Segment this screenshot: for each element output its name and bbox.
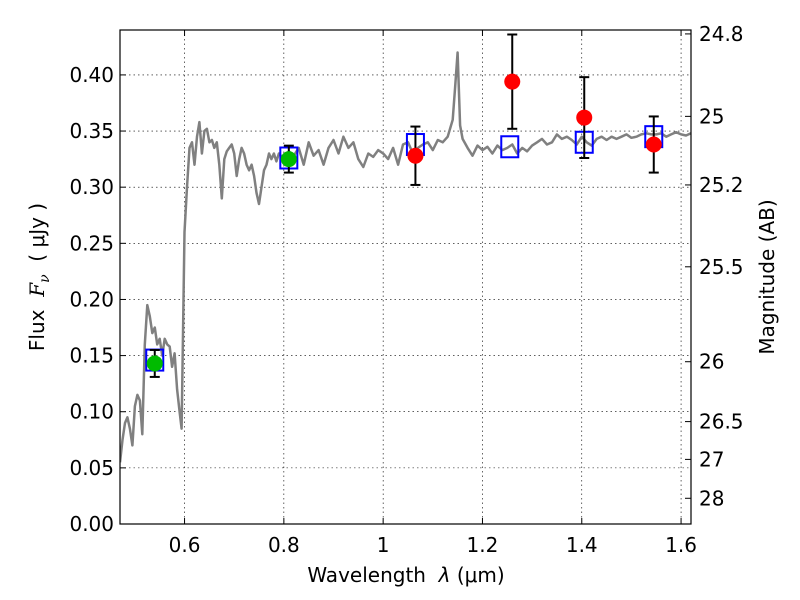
photometry-point	[576, 109, 593, 126]
photometry-point	[280, 151, 297, 168]
grid	[120, 30, 691, 525]
y-axis-title: Flux Fν ( μJy )	[25, 203, 53, 351]
photometry-point	[504, 73, 521, 90]
x-tick-label: 1	[377, 533, 390, 557]
y-tick-label: 0.40	[69, 63, 114, 87]
spectrum-layer	[120, 51, 691, 463]
x-tick-label: 0.6	[169, 533, 201, 557]
x-tick-label: 1.2	[467, 533, 499, 557]
y-tick-label: 0.10	[69, 400, 114, 424]
photometry-point	[407, 147, 424, 164]
tick-layer: 0.6 0.8 1 1.2 1.4 1.6 0.00 0.05 0.10 0.15 0.20 0.25…	[69, 22, 743, 557]
marker-layer	[145, 33, 664, 378]
y-tick-label: 0.35	[69, 119, 114, 143]
plot-frame	[119, 29, 692, 525]
x-tick-label: 1.4	[566, 533, 598, 557]
y-axis-title-suffix: ( μJy )	[25, 203, 49, 275]
x-axis-title-symbol: λ	[438, 563, 451, 587]
magnitude-tick-label: 26.5	[699, 410, 744, 434]
x-axis-title-suffix: (μm)	[451, 563, 505, 587]
magnitude-tick-label: 28	[699, 486, 724, 510]
y-axis-title-prefix: Flux	[25, 297, 49, 351]
photometry-point	[645, 136, 662, 153]
x-axis-title-prefix: Wavelength	[307, 563, 438, 587]
y-tick-label: 0.20	[69, 287, 114, 311]
spectrum-line	[120, 51, 691, 463]
photometry-point	[146, 355, 163, 372]
y-tick-label: 0.25	[69, 231, 114, 255]
magnitude-tick-label: 27	[699, 447, 724, 471]
magnitude-tick-label: 26	[699, 350, 724, 374]
magnitude-tick-label: 25.5	[699, 255, 744, 279]
x-axis-title: Wavelength λ (μm)	[307, 563, 504, 587]
y-tick-label: 0.15	[69, 344, 114, 368]
y-tick-label: 0.30	[69, 175, 114, 199]
y-axis-title-symbol: F	[25, 282, 49, 298]
x-tick-label: 0.8	[268, 533, 300, 557]
magnitude-tick-label: 24.8	[699, 22, 744, 46]
y-tick-label: 0.00	[69, 512, 114, 536]
y-axis-title-subscript: ν	[37, 274, 53, 283]
magnitude-tick-label: 25.2	[699, 173, 744, 197]
model-flux-box	[500, 135, 520, 159]
right-axis-title: Magnitude (AB)	[755, 199, 779, 354]
x-tick-label: 1.6	[665, 533, 697, 557]
magnitude-tick-label: 25	[699, 104, 724, 128]
y-tick-label: 0.05	[69, 456, 114, 480]
